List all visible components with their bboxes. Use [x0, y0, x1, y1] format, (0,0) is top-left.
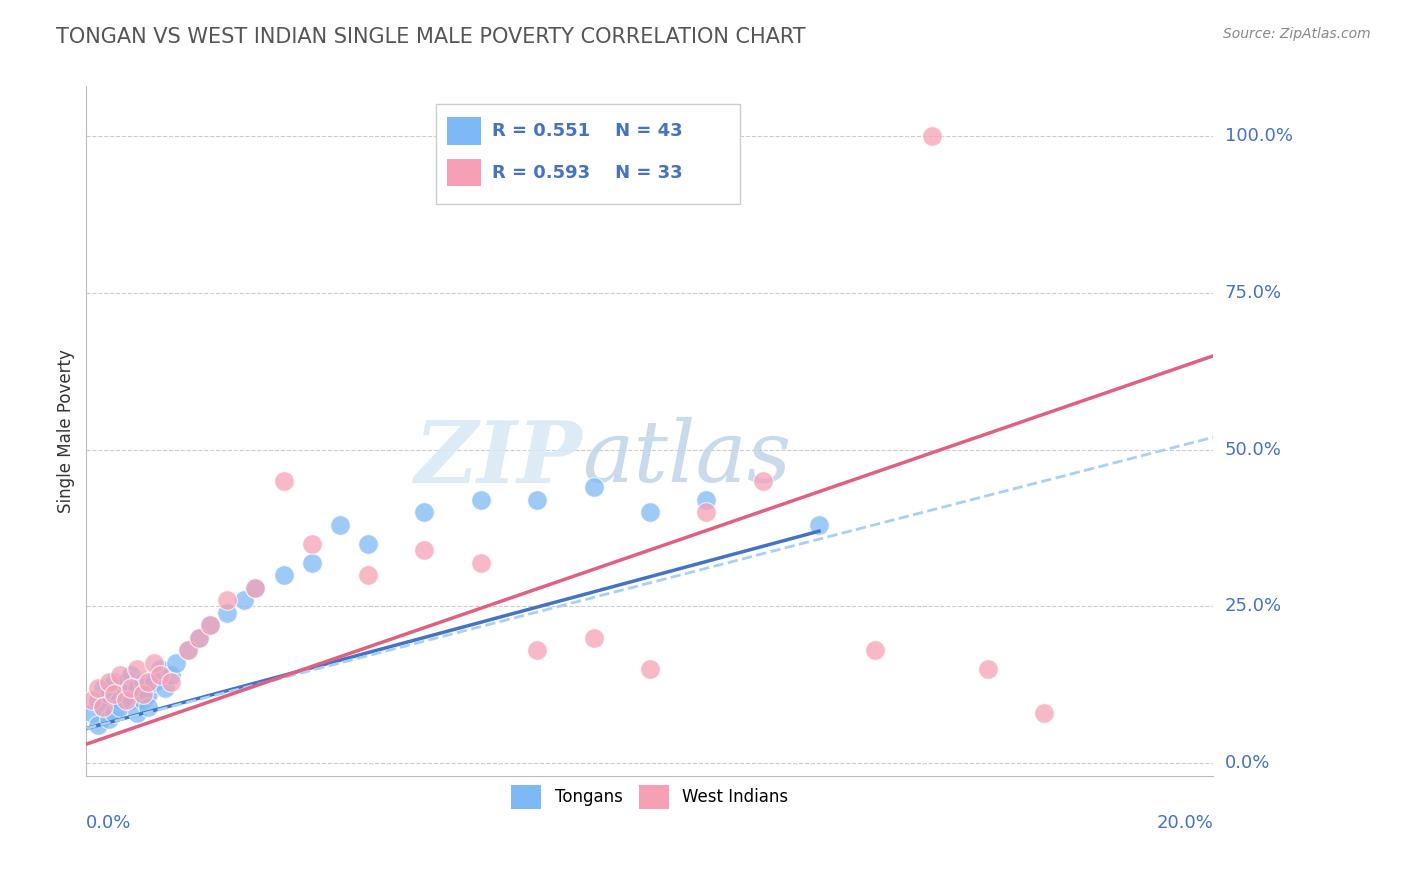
Point	[177, 643, 200, 657]
Point	[103, 706, 125, 720]
Point	[120, 681, 142, 695]
Point	[91, 699, 114, 714]
Point	[188, 631, 211, 645]
Point	[166, 656, 188, 670]
Point	[177, 643, 200, 657]
Point	[1033, 706, 1056, 720]
Point	[526, 643, 548, 657]
Point	[695, 505, 717, 519]
Text: 25.0%: 25.0%	[1225, 598, 1282, 615]
Point	[526, 492, 548, 507]
Point	[188, 631, 211, 645]
Legend: Tongans, West Indians: Tongans, West Indians	[505, 779, 796, 815]
Point	[160, 674, 183, 689]
Point	[582, 631, 605, 645]
Point	[103, 674, 125, 689]
Point	[120, 668, 142, 682]
FancyBboxPatch shape	[436, 103, 740, 203]
Point	[80, 693, 103, 707]
Point	[470, 492, 492, 507]
Point	[273, 474, 295, 488]
Point	[91, 699, 114, 714]
Text: atlas: atlas	[582, 417, 792, 500]
FancyBboxPatch shape	[447, 118, 481, 145]
Point	[233, 593, 256, 607]
Point	[638, 662, 661, 676]
Point	[865, 643, 887, 657]
Point	[114, 687, 136, 701]
Point	[357, 537, 380, 551]
Point	[357, 568, 380, 582]
Point	[273, 568, 295, 582]
Text: 20.0%: 20.0%	[1157, 814, 1213, 832]
Point	[329, 517, 352, 532]
Point	[86, 718, 108, 732]
Point	[103, 687, 125, 701]
Point	[120, 693, 142, 707]
Point	[245, 581, 267, 595]
Y-axis label: Single Male Poverty: Single Male Poverty	[58, 349, 75, 513]
Point	[470, 556, 492, 570]
Point	[131, 674, 153, 689]
Point	[245, 581, 267, 595]
Point	[160, 668, 183, 682]
Point	[108, 693, 131, 707]
Point	[131, 687, 153, 701]
Point	[921, 129, 943, 144]
Point	[148, 662, 170, 676]
Point	[695, 492, 717, 507]
Point	[200, 618, 222, 632]
Point	[148, 668, 170, 682]
Point	[413, 505, 436, 519]
Point	[108, 699, 131, 714]
Point	[638, 505, 661, 519]
Point	[125, 681, 148, 695]
Text: 75.0%: 75.0%	[1225, 285, 1282, 302]
Point	[142, 656, 165, 670]
Text: R = 0.551    N = 43: R = 0.551 N = 43	[492, 122, 683, 140]
Point	[977, 662, 1000, 676]
Text: 0.0%: 0.0%	[86, 814, 132, 832]
Point	[136, 687, 159, 701]
Point	[97, 712, 120, 726]
Point	[114, 693, 136, 707]
Point	[751, 474, 773, 488]
Point	[217, 606, 239, 620]
Point	[301, 556, 323, 570]
Point	[582, 480, 605, 494]
Point	[86, 681, 108, 695]
Point	[217, 593, 239, 607]
Point	[413, 543, 436, 558]
Point	[108, 668, 131, 682]
Text: 50.0%: 50.0%	[1225, 441, 1281, 458]
Point	[153, 681, 176, 695]
Point	[807, 517, 830, 532]
Text: R = 0.593    N = 33: R = 0.593 N = 33	[492, 163, 683, 181]
Point	[136, 699, 159, 714]
Point	[200, 618, 222, 632]
Point	[136, 674, 159, 689]
Point	[97, 687, 120, 701]
Point	[125, 662, 148, 676]
Point	[131, 693, 153, 707]
Point	[142, 674, 165, 689]
Text: ZIP: ZIP	[415, 417, 582, 500]
Point	[301, 537, 323, 551]
Point	[97, 674, 120, 689]
Point	[91, 681, 114, 695]
Text: 0.0%: 0.0%	[1225, 754, 1270, 772]
Point	[114, 674, 136, 689]
Point	[86, 693, 108, 707]
Text: 100.0%: 100.0%	[1225, 128, 1292, 145]
FancyBboxPatch shape	[447, 159, 481, 186]
Text: Source: ZipAtlas.com: Source: ZipAtlas.com	[1223, 27, 1371, 41]
Point	[125, 706, 148, 720]
Text: TONGAN VS WEST INDIAN SINGLE MALE POVERTY CORRELATION CHART: TONGAN VS WEST INDIAN SINGLE MALE POVERT…	[56, 27, 806, 46]
Point	[80, 706, 103, 720]
